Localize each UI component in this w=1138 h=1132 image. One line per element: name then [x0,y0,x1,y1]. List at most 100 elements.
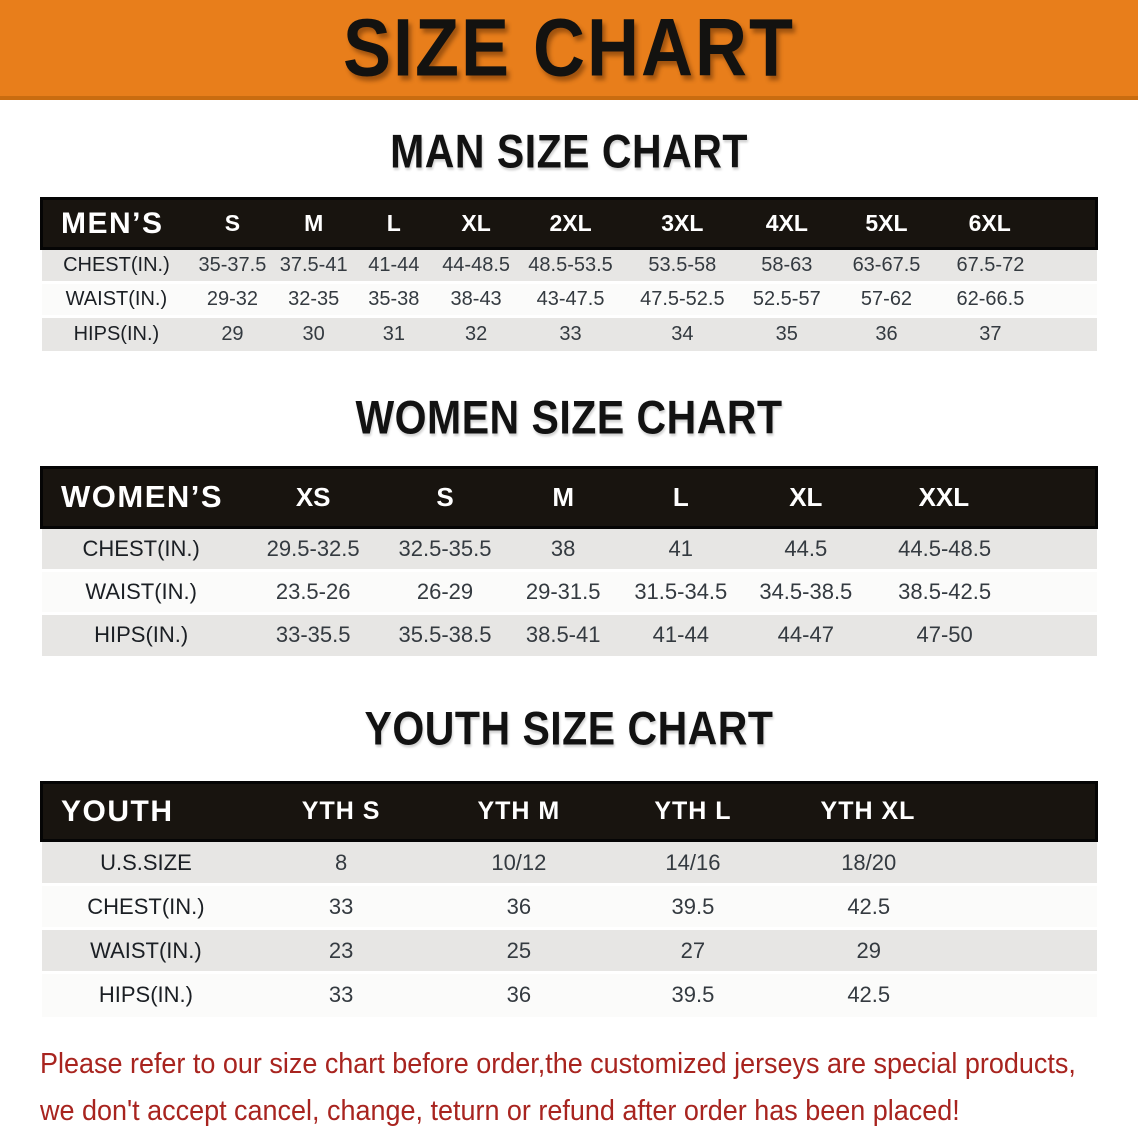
youth-size-col-yth-s: YTH S [301,797,381,825]
women-row-hips-in: HIPS(IN.) 33-35.5 35.5-38.5 38.5-41 41-44 44-… [41,613,1097,656]
women-size-col-m: M [552,481,574,512]
youth-size-col-yth-l: YTH L [654,797,732,825]
women-header-row: WOMEN’S XS S M L XL XXL [41,467,1097,527]
value-cell: 29 [221,322,244,345]
value-cell: 23.5-26 [275,578,351,604]
value-cell: 29.5-32.5 [266,535,360,561]
men-section-heading: MAN SIZE CHART [390,124,748,179]
value-cell: 42.5 [847,982,891,1008]
value-cell: 53.5-58 [648,254,717,276]
youth-header-row: YOUTH YTH S YTH M YTH L YTH XL [41,782,1097,841]
women-size-col-xl: XL [789,481,823,512]
value-cell: 10/12 [491,849,547,875]
row-label: CHEST(IN.) [82,535,200,561]
value-cell: 39.5 [671,893,715,919]
men-size-table: MEN’S S M L XL 2XL 3XL 4XL 5XL 6XL CHEST(IN.) 35-37… [40,197,1098,351]
value-cell: 31.5-34.5 [634,578,728,604]
value-cell: 41-44 [368,254,420,276]
row-label: WAIST(IN.) [85,578,197,604]
men-size-col-4xl: 4XL [765,210,808,236]
value-cell: 41-44 [652,622,709,648]
page-title: SIZE CHART [343,2,795,94]
banner: SIZE CHART [0,0,1138,100]
value-cell: 44.5 [784,535,828,561]
value-cell: 29-32 [206,288,259,310]
value-cell: 41 [668,535,694,561]
value-cell: 42.5 [847,893,891,919]
youth-section: YOUTH SIZE CHART YOUTH YTH S YTH M YTH L YTH… [0,656,1138,1017]
value-cell: 34.5-38.5 [759,578,853,604]
youth-section-heading: YOUTH SIZE CHART [364,701,774,756]
women-section-heading: WOMEN SIZE CHART [355,390,783,444]
value-cell: 35.5-38.5 [398,622,492,648]
row-label: WAIST(IN.) [65,288,168,310]
value-cell: 36 [506,982,532,1008]
youth-row-u-s-size: U.S.SIZE 8 10/12 14/16 18/20 [41,840,1097,885]
value-cell: 35 [775,322,798,345]
men-header-row: MEN’S S M L XL 2XL 3XL 4XL 5XL 6XL [41,198,1097,249]
value-cell: 27 [680,937,706,963]
row-label: CHEST(IN.) [63,254,170,276]
disclaimer-line-1: Please refer to our size chart before or… [40,1047,1076,1080]
women-section: WOMEN SIZE CHART WOMEN’S XS S M L XL XXL CHEST(… [0,351,1138,656]
value-cell: 35-37.5 [198,254,267,276]
value-cell: 23 [328,937,354,963]
youth-row-hips-in: HIPS(IN.) 33 36 39.5 42.5 [41,972,1097,1017]
women-size-col-l: L [672,481,689,512]
value-cell: 44-48.5 [442,254,511,276]
value-cell: 39.5 [671,982,715,1008]
value-cell: 32-35 [288,288,340,310]
women-size-col-s: S [436,481,454,512]
women-size-col-xs: XS [295,481,331,512]
value-cell: 44-47 [777,622,834,648]
youth-row-waist-in: WAIST(IN.) 23 25 27 29 [41,928,1097,973]
disclaimer-line-2: we don't accept cancel, change, teturn o… [40,1095,960,1128]
youth-size-table: YOUTH YTH S YTH M YTH L YTH XL U.S.SIZE 8 10/12… [40,781,1098,1017]
youth-size-col-yth-xl: YTH XL [820,797,916,825]
men-size-col-2xl: 2XL [549,210,592,236]
value-cell: 37 [979,322,1002,345]
value-cell: 48.5-53.5 [528,254,613,276]
youth-size-col-yth-m: YTH M [477,797,561,825]
value-cell: 44.5-48.5 [898,535,992,561]
value-cell: 36 [875,322,898,345]
value-cell: 58-63 [761,254,813,276]
youth-row-chest-in: CHEST(IN.) 33 36 39.5 42.5 [41,884,1097,929]
youth-table-label: YOUTH [61,794,174,828]
women-size-table: WOMEN’S XS S M L XL XXL CHEST(IN.) 29.5-32.5 32.5… [40,466,1098,656]
value-cell: 62-66.5 [956,288,1025,310]
value-cell: 37.5-41 [279,254,348,276]
row-label: CHEST(IN.) [87,893,205,919]
value-cell: 33 [328,982,354,1008]
value-cell: 57-62 [860,288,913,310]
value-cell: 33 [328,893,354,919]
men-size-col-s: S [224,210,241,236]
value-cell: 32.5-35.5 [398,535,492,561]
men-size-col-6xl: 6XL [968,210,1011,236]
value-cell: 18/20 [841,849,897,875]
men-size-col-xl: XL [461,210,491,236]
men-row-waist-in: WAIST(IN.) 29-32 32-35 35-38 38-43 43-47.5 47.… [41,282,1097,317]
row-label: HIPS(IN.) [98,982,193,1008]
disclaimer-note: Please refer to our size chart before or… [40,1047,1138,1130]
value-cell: 38-43 [450,288,502,310]
women-table-label: WOMEN’S [61,479,224,514]
value-cell: 33-35.5 [275,622,351,648]
value-cell: 32 [464,322,488,345]
row-label: HIPS(IN.) [73,322,160,345]
men-row-chest-in: CHEST(IN.) 35-37.5 37.5-41 41-44 44-48.5 48.5… [41,248,1097,283]
men-size-col-3xl: 3XL [661,210,704,236]
men-size-col-l: L [386,210,401,236]
value-cell: 63-67.5 [852,254,921,276]
men-row-hips-in: HIPS(IN.) 29 30 31 32 33 34 35 36 37 [41,316,1097,351]
value-cell: 26-29 [416,578,474,604]
value-cell: 25 [506,937,532,963]
men-section: MAN SIZE CHART MEN’S S M L XL 2XL 3XL 4XL 5XL 6XL… [0,100,1138,351]
value-cell: 33 [559,322,582,345]
value-cell: 14/16 [665,849,721,875]
men-table-label: MEN’S [61,206,164,240]
value-cell: 52.5-57 [752,288,821,310]
value-cell: 34 [671,322,694,345]
men-size-col-m: M [304,210,324,236]
